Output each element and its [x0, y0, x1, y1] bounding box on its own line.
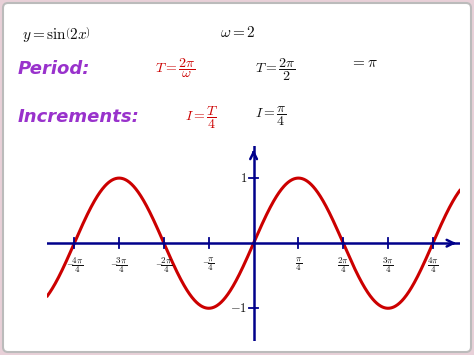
Text: $T = \dfrac{2\pi}{2}$: $T = \dfrac{2\pi}{2}$ [255, 57, 296, 83]
Text: $\dfrac{2\pi}{4}$: $\dfrac{2\pi}{4}$ [337, 255, 349, 275]
Text: $1$: $1$ [239, 171, 247, 185]
Text: $-\!\dfrac{\pi}{4}$: $-\!\dfrac{\pi}{4}$ [202, 255, 215, 273]
Text: $y = \sin\!\left(2x\right)$: $y = \sin\!\left(2x\right)$ [22, 25, 91, 44]
Text: Period:: Period: [18, 60, 91, 78]
Text: $\dfrac{\pi}{4}$: $\dfrac{\pi}{4}$ [295, 255, 302, 273]
Text: $\omega = 2$: $\omega = 2$ [220, 25, 255, 40]
Text: $I = \dfrac{\pi}{4}$: $I = \dfrac{\pi}{4}$ [255, 105, 287, 129]
Text: $-1$: $-1$ [230, 302, 247, 315]
Text: $-\!\dfrac{4\pi}{4}$: $-\!\dfrac{4\pi}{4}$ [65, 255, 83, 275]
Text: $= \pi$: $= \pi$ [350, 55, 378, 70]
Text: $T = \dfrac{2\pi}{\omega}$: $T = \dfrac{2\pi}{\omega}$ [155, 57, 196, 80]
FancyBboxPatch shape [3, 3, 471, 352]
Text: $-\!\dfrac{3\pi}{4}$: $-\!\dfrac{3\pi}{4}$ [110, 255, 128, 275]
Text: $I = \dfrac{T}{4}$: $I = \dfrac{T}{4}$ [185, 105, 219, 131]
Text: Increments:: Increments: [18, 108, 140, 126]
Text: $\dfrac{3\pi}{4}$: $\dfrac{3\pi}{4}$ [382, 255, 394, 275]
Text: $\dfrac{4\pi}{4}$: $\dfrac{4\pi}{4}$ [427, 255, 439, 275]
Text: $-\!\dfrac{2\pi}{4}$: $-\!\dfrac{2\pi}{4}$ [155, 255, 173, 275]
